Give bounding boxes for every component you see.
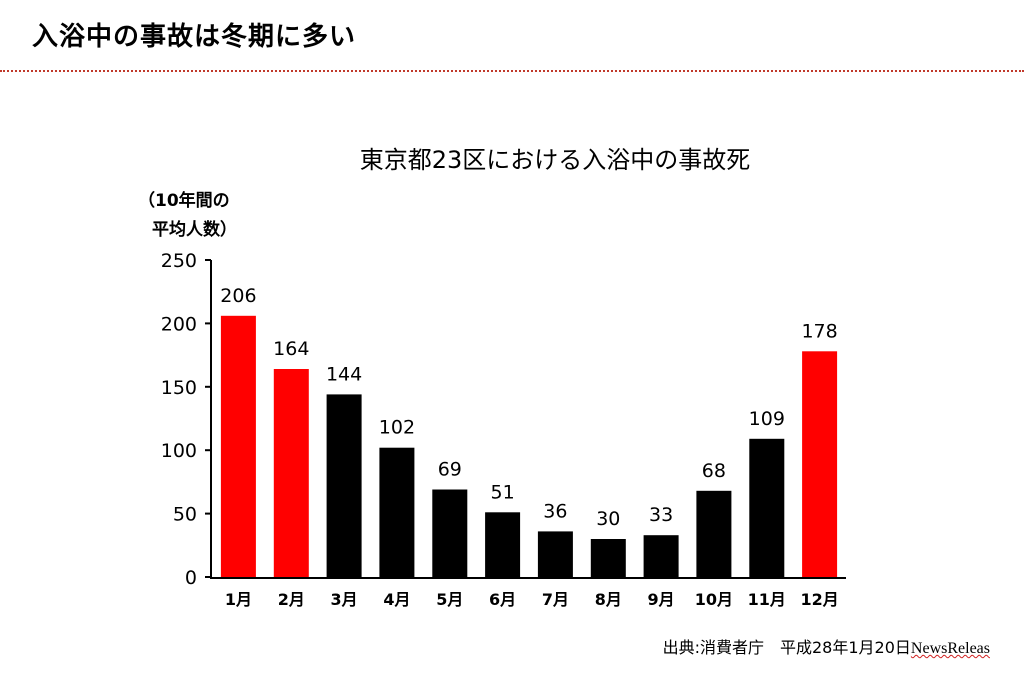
data-label-5: 69	[438, 459, 462, 481]
data-label-6: 51	[491, 481, 515, 503]
y-tick-label-5: 200	[161, 313, 197, 335]
bar-9	[643, 535, 679, 577]
data-label-7: 36	[543, 500, 567, 522]
data-label-4: 102	[379, 417, 415, 439]
data-label-2: 164	[273, 338, 309, 360]
x-tick-label-2: 2月	[278, 590, 305, 609]
source-text: 消費者庁 平成28年1月20日	[700, 638, 911, 657]
source-citation: 出典:消費者庁 平成28年1月20日NewsReleas	[663, 634, 990, 658]
x-tick-label-12: 12月	[800, 590, 838, 609]
bar-2	[273, 369, 309, 577]
bar-1	[220, 315, 256, 577]
bar-8	[590, 539, 626, 577]
y-tick-label-6: 250	[161, 250, 197, 272]
data-label-11: 109	[749, 408, 785, 430]
y-axis-label-line2: 平均人数）	[152, 219, 237, 240]
x-tick-label-4: 4月	[383, 590, 410, 609]
bar-6	[485, 512, 521, 577]
bar-3	[326, 394, 362, 577]
data-label-12: 178	[801, 320, 837, 342]
x-tick-label-10: 10月	[695, 590, 733, 609]
x-tick-label-1: 1月	[225, 590, 252, 609]
slide-title: 入浴中の事故は冬期に多い	[32, 22, 357, 52]
source-label: 出典:	[662, 638, 700, 657]
x-tick-label-11: 11月	[748, 590, 786, 609]
data-label-1: 206	[220, 285, 256, 307]
y-tick-label-3: 100	[161, 440, 197, 462]
bar-10	[696, 490, 732, 577]
x-tick-label-8: 8月	[595, 590, 622, 609]
y-tick-label-2: 50	[173, 504, 197, 526]
y-tick-label-4: 150	[161, 377, 197, 399]
data-label-8: 30	[596, 508, 620, 530]
y-tick-label-1: 0	[185, 567, 197, 589]
bar-11	[749, 438, 785, 577]
bar-4	[379, 447, 415, 577]
x-tick-label-3: 3月	[331, 590, 358, 609]
data-label-9: 33	[649, 504, 673, 526]
bar-5	[432, 489, 468, 577]
bar-7	[537, 531, 573, 577]
x-tick-label-9: 9月	[648, 590, 675, 609]
source-news-release: NewsReleas	[910, 640, 990, 657]
chart-title: 東京都23区における入浴中の事故死	[360, 146, 751, 174]
title-divider	[0, 70, 1024, 72]
y-axis-label-line1: （10年間の	[138, 190, 230, 211]
data-label-10: 68	[702, 460, 726, 482]
data-label-3: 144	[326, 363, 362, 385]
bar-12	[802, 351, 838, 577]
x-tick-label-7: 7月	[542, 590, 569, 609]
x-tick-label-5: 5月	[436, 590, 463, 609]
x-tick-label-6: 6月	[489, 590, 516, 609]
